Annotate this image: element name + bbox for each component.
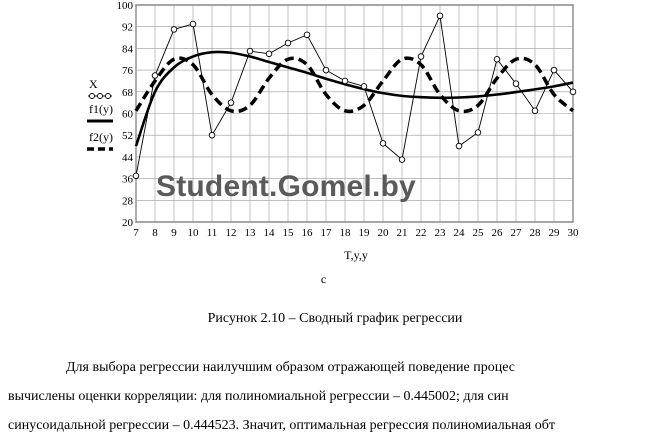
y-tick-label: 76 — [122, 65, 134, 77]
y-tick-label: 84 — [122, 43, 134, 55]
chart-sublabel: c — [320, 272, 327, 286]
series-x-point — [341, 77, 349, 85]
x-tick-label: 21 — [397, 227, 408, 239]
series-x-point — [303, 31, 311, 39]
x-tick-label: 30 — [568, 227, 580, 239]
x-tick-label: 14 — [264, 227, 276, 239]
y-tick-label: 36 — [122, 174, 134, 186]
series-x-point — [474, 129, 482, 136]
x-tick-label: 24 — [454, 227, 466, 239]
series-x-point — [322, 66, 330, 74]
x-tick-label: 22 — [416, 227, 427, 239]
series-f2-line — [134, 56, 575, 114]
legend: X f1(y) f2(y) — [87, 77, 113, 151]
x-tick-label: 28 — [530, 227, 542, 239]
series-x-point — [170, 26, 178, 33]
series-x-point — [265, 50, 273, 58]
series-x-point — [284, 39, 292, 47]
x-tick-label: 29 — [549, 227, 561, 239]
legend-swatch-x — [88, 93, 112, 99]
series-x-point — [493, 56, 501, 63]
series-x-point — [208, 131, 216, 139]
x-tick-label: 23 — [435, 227, 447, 239]
series-x-point — [398, 156, 406, 163]
series-x-point — [246, 47, 254, 55]
series-x-point — [151, 72, 159, 79]
paragraph-line-2: вычислены оценки корреляции: для полином… — [8, 389, 509, 404]
x-tick-label: 8 — [152, 227, 158, 239]
x-tick-label: 12 — [226, 227, 237, 239]
series-x-point — [455, 142, 463, 150]
y-tick-label: 20 — [122, 217, 134, 229]
chart-grid — [135, 4, 574, 223]
y-tick-label: 44 — [122, 152, 134, 164]
x-tick-label: 27 — [511, 227, 523, 239]
x-tick-label: 25 — [473, 227, 485, 239]
series-x-point — [531, 107, 539, 115]
series-x-point — [227, 99, 235, 106]
x-tick-label: 10 — [188, 227, 200, 239]
x-axis-label: T,y,y — [344, 248, 368, 262]
y-tick-label: 28 — [122, 195, 134, 207]
legend-label-f1: f1(y) — [89, 102, 113, 116]
paragraph-line-1: Для выбора регрессии наилучшим образом о… — [66, 360, 515, 375]
series-x-point — [189, 20, 197, 28]
x-tick-label: 19 — [359, 227, 371, 239]
x-tick-label: 13 — [245, 227, 257, 239]
series-x-point — [379, 140, 387, 147]
series-x-point — [360, 83, 368, 90]
series-f1-line — [134, 50, 574, 147]
y-tick-label: 100 — [117, 0, 134, 12]
legend-label-x: X — [89, 77, 98, 91]
x-tick-label: 16 — [302, 227, 314, 239]
legend-label-f2: f2(y) — [89, 130, 113, 144]
y-tick-label: 92 — [122, 22, 133, 34]
x-tick-label: 18 — [340, 227, 352, 239]
series-x-point — [512, 80, 520, 87]
series-x-point — [550, 66, 558, 74]
x-tick-label: 20 — [378, 227, 390, 239]
y-tick-label: 52 — [122, 130, 133, 142]
series-x-point — [436, 12, 444, 20]
x-tick-label: 9 — [171, 227, 177, 239]
paragraph-line-3: синусоидальной регрессии – 0.444523. Зна… — [8, 418, 555, 433]
x-tick-label: 11 — [207, 227, 218, 239]
series-x-point — [569, 88, 577, 96]
y-tick-label: 68 — [122, 87, 134, 99]
x-tick-label: 17 — [321, 227, 333, 239]
watermark-text: Student.Gomel.by — [156, 170, 416, 203]
figure-caption: Рисунок 2.10 – Сводный график регрессии — [207, 311, 463, 326]
x-tick-labels: 7 8 9 10 11 12 13 14 15 16 17 18 19 20 21 22 23 24 25 26 27 2… — [133, 227, 579, 239]
chart-series — [132, 12, 577, 180]
series-x-point — [417, 53, 425, 60]
series-x-line — [135, 14, 574, 176]
x-tick-label: 26 — [492, 227, 504, 239]
regression-chart: 20 28 36 44 52 60 68 76 84 92 100 7 8 9 10 11 12 13 14 15 1… — [87, 0, 579, 262]
y-tick-label: 60 — [122, 109, 134, 121]
series-x-point — [132, 172, 140, 180]
x-tick-label: 15 — [283, 227, 295, 239]
x-tick-label: 7 — [133, 227, 139, 239]
y-tick-labels: 20 28 36 44 52 60 68 76 84 92 100 — [117, 0, 134, 229]
